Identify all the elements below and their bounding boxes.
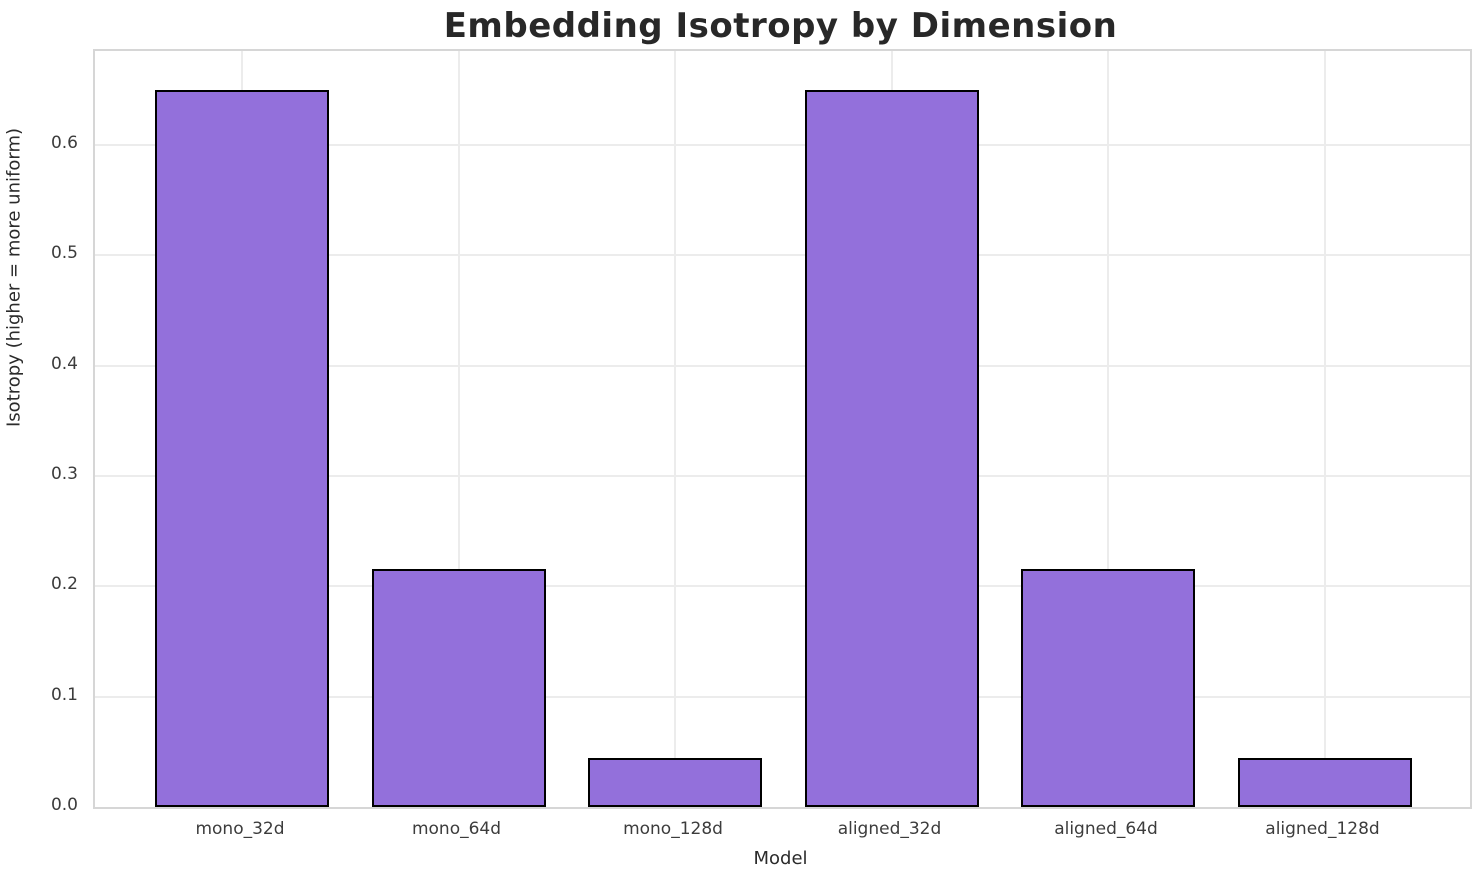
h-gridline: [95, 254, 1470, 257]
v-gridline: [457, 51, 460, 807]
bar-aligned_64d: [1021, 569, 1195, 807]
bar-mono_64d: [371, 569, 546, 807]
y-tick-label: 0.1: [50, 684, 78, 705]
y-tick-label: 0.6: [50, 132, 78, 153]
x-axis-label: Model: [753, 848, 808, 869]
bar-aligned_128d: [1237, 758, 1412, 807]
v-gridline: [1107, 51, 1109, 807]
h-gridline: [95, 695, 1470, 698]
x-tick-label: mono_128d: [623, 819, 723, 839]
bar-mono_128d: [588, 758, 762, 807]
v-gridline: [1323, 51, 1326, 807]
h-gridline: [95, 474, 1470, 477]
h-gridline: [95, 585, 1470, 588]
y-tick-label: 0.0: [50, 795, 78, 815]
plot-area: [93, 49, 1472, 809]
h-gridline: [95, 143, 1470, 146]
bar-aligned_32d: [804, 90, 979, 807]
y-axis-label-text: Isotropy (higher = more uniform): [3, 128, 25, 427]
h-gridline: [95, 364, 1470, 367]
v-gridline: [674, 51, 676, 807]
y-tick-label: 0.4: [50, 353, 78, 374]
x-tick-label: mono_32d: [195, 819, 285, 839]
chart-title: Embedding Isotropy by Dimension: [443, 6, 1118, 46]
x-tick-label: aligned_128d: [1265, 819, 1380, 839]
y-tick-label: 0.3: [50, 463, 78, 484]
y-tick-label: 0.5: [50, 243, 78, 264]
bar-mono_32d: [155, 90, 329, 807]
y-tick-label: 0.2: [50, 574, 78, 595]
x-tick-label: mono_64d: [411, 819, 502, 839]
x-tick-label: aligned_64d: [1054, 819, 1158, 839]
x-tick-label: aligned_32d: [837, 819, 942, 839]
